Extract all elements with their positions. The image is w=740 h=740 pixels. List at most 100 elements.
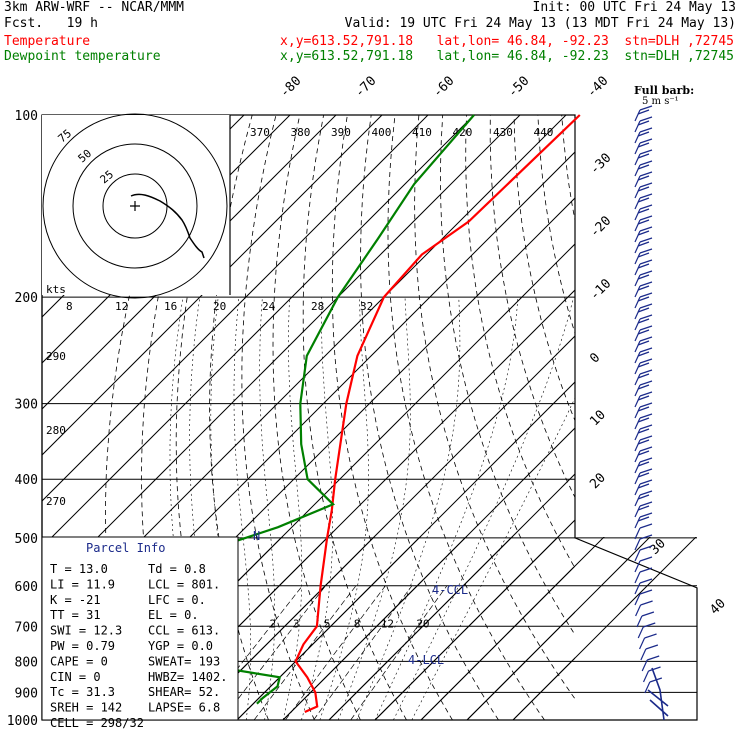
wind-barbs [634,105,669,721]
wind-barb [639,424,653,430]
wind-barb [639,325,653,331]
temperature-profile [294,114,581,714]
wind-barb [639,391,653,397]
dry-adiabat-label: 270 [46,495,66,508]
pressure-label: 500 [15,532,38,547]
isotherm [42,115,475,548]
wind-barb [644,633,657,639]
parcel-row-right: LFC = 0. [148,593,206,607]
dewpoint-profile [52,114,475,705]
wind-barb [634,241,641,254]
wind-barb [645,644,659,650]
wind-barb [639,567,653,573]
wind-barb [637,483,650,489]
wind-barb [639,435,653,441]
temperature-station-info: x,y=613.52,791.18 lat,lon= 46.84, -92.23… [280,34,734,49]
moist-adiabat [356,297,461,720]
parcel-row-right: Td = 0.8 [148,562,206,576]
wind-barb [637,186,650,192]
wind-barb [639,402,653,408]
moist-adiabat [337,297,411,720]
wind-barb [634,395,641,408]
wind-barb [639,457,653,463]
wind-barb [637,329,650,335]
wind-barb [639,303,653,309]
dry-adiabat-label: 290 [46,350,66,363]
wind-barb [637,461,650,467]
wind-barb [637,450,650,456]
wind-barb [640,648,647,661]
isotherm [144,537,329,720]
pressure-label: 600 [15,580,38,595]
isotherm-label: -40 [584,74,611,101]
wind-barb [634,186,641,199]
wind-barb [637,373,650,379]
wind-barb [639,556,653,562]
wind-barb [634,373,641,386]
moist-adiabat [374,297,519,720]
pressure-label: 300 [15,398,38,413]
parcel-row-right: YGP = 0.0 [148,639,213,653]
wind-barb [639,149,653,155]
theta-label: 410 [412,126,432,139]
wind-barb [639,314,653,320]
isotherm-label: -50 [505,74,532,101]
wind-barb [648,666,661,672]
forecast-hour: Fcst. 19 h [4,16,98,31]
dry-adiabat [175,115,229,720]
wind-barb [637,340,650,346]
mixing-ratio-label: 12 [381,618,394,631]
pressure-label: 100 [15,109,38,124]
isotherm-label: 20 [587,470,609,492]
parcel-row-right: LAPSE= 6.8 [148,701,220,715]
wind-barb [634,472,641,485]
parcel-row-left: TT = 31 [50,608,101,622]
dry-adiabat [728,115,740,720]
parcel-row-right: CCL = 613. [148,624,220,638]
mixing-ratio-line [350,585,448,720]
wind-barb [639,105,653,111]
isotherm [282,537,467,720]
parcel-row-left: SREH = 142 [50,701,122,715]
wind-barb [634,153,641,166]
wind-barb [639,171,653,177]
isotherm-label: -30 [587,151,614,178]
wind-barb [639,347,653,353]
dry-adiabat [360,115,499,720]
isotherm [420,537,605,720]
parcel-row-left: LI = 11.9 [50,577,115,591]
parcel-row-left: CAPE = 0 [50,654,108,668]
parcel-row-right: EL = 0. [148,608,199,622]
wind-barb [637,384,650,390]
wind-barb [637,318,650,324]
wind-barb [637,208,650,214]
isotherm [42,115,429,502]
wind-barb [637,164,650,170]
wind-barb [637,428,650,434]
parcel-row-right: HWBZ= 1402. [148,670,227,684]
pressure-label: 200 [15,291,38,306]
mixing-ratio-label: 20 [416,618,429,631]
dry-adiabat [513,115,575,422]
hodograph-scale-tick: 20 [213,300,226,313]
wind-barb [639,380,653,386]
wind-barb [639,490,653,496]
wind-barb [639,160,653,166]
moist-adiabat [259,297,275,720]
dry-adiabat [387,115,545,720]
lcl-marker: 4-LCL [408,653,444,667]
isotherm [420,565,575,720]
mixing-ratio-label: 3 [293,618,300,631]
pressure-label: 800 [15,655,38,670]
hodograph-scale-tick: 28 [311,300,324,313]
wind-barb [634,494,641,507]
wind-barb [634,428,641,441]
wind-barb [634,263,641,276]
parcel-row-left: SWI = 12.3 [50,624,122,638]
hodograph-scale-tick: 16 [164,300,177,313]
wind-barb [637,263,650,269]
wind-barb [641,659,648,672]
wind-barb [637,395,650,401]
isotherm [466,537,651,720]
isotherm [512,657,575,720]
